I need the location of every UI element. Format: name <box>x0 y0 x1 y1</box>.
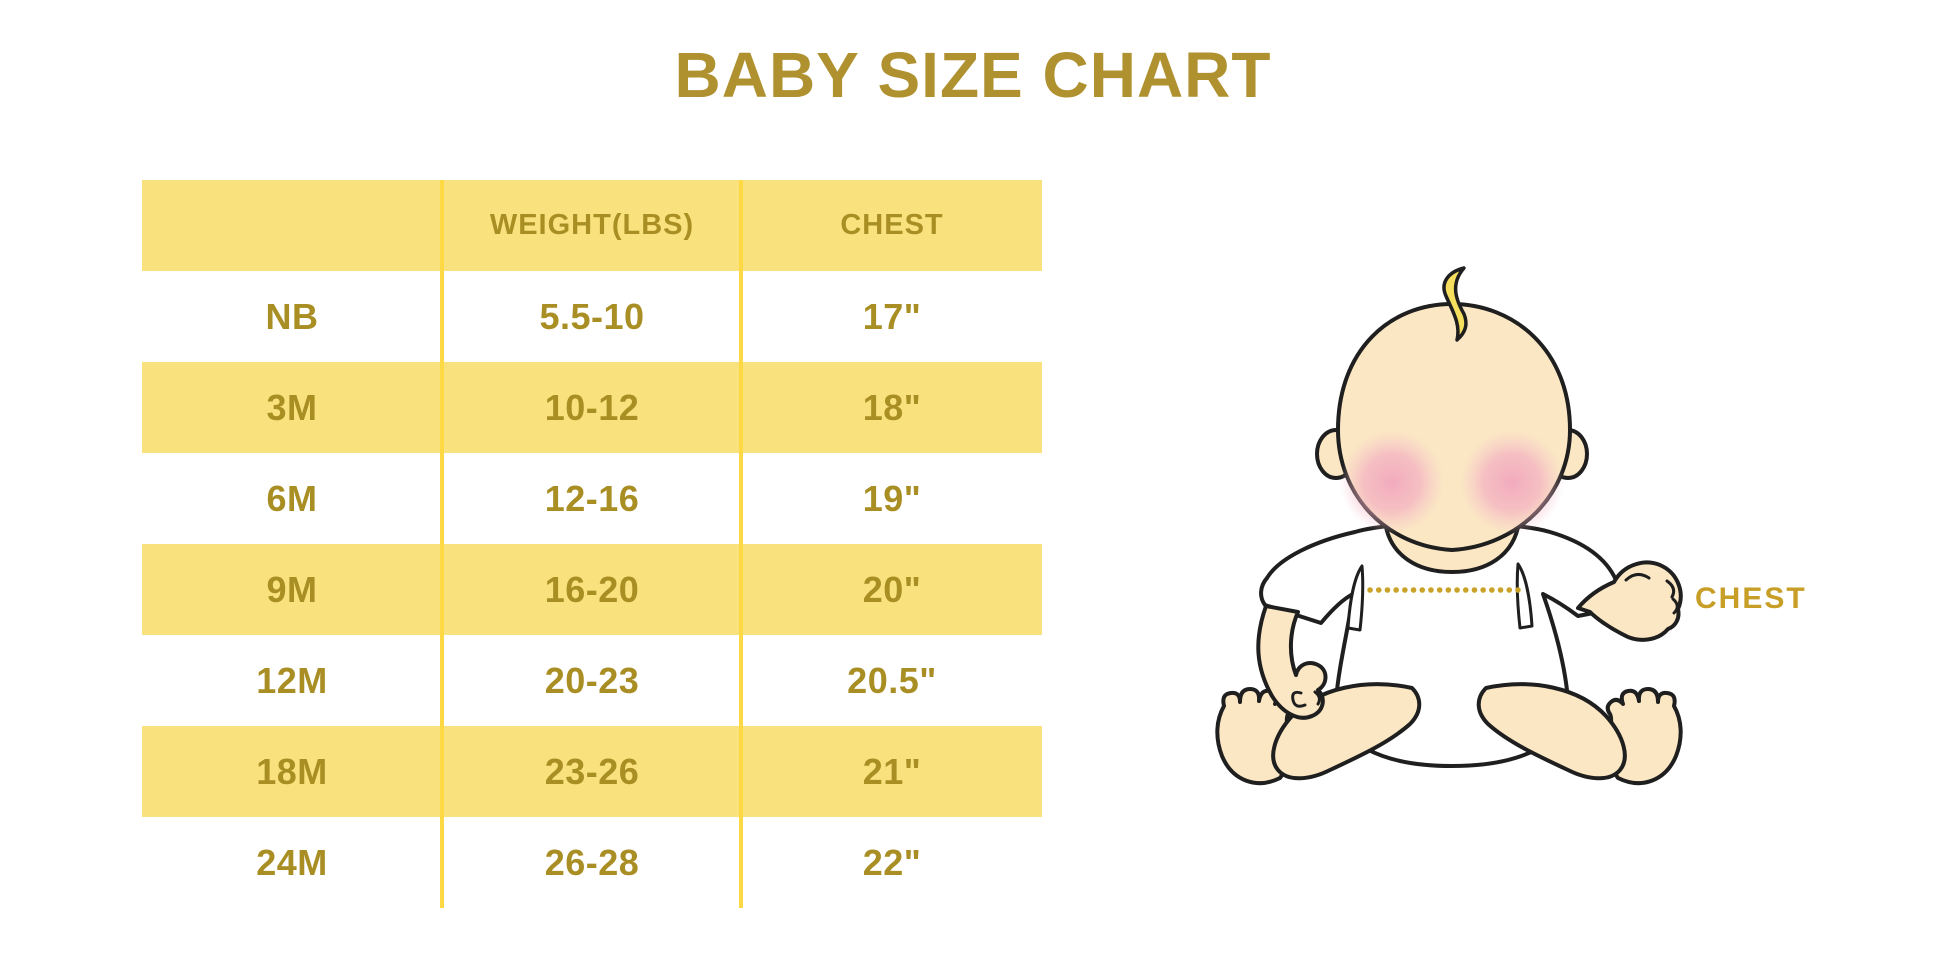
chest-cell: 17" <box>862 295 922 337</box>
left-hand-fingers <box>1291 690 1321 708</box>
size-cell: NB <box>265 295 319 337</box>
header-chest: CHEST <box>840 209 944 241</box>
size-cell: 24M <box>256 841 328 883</box>
weight-cell: 5.5-10 <box>539 295 645 337</box>
right-cheek <box>1460 430 1564 534</box>
weight-cell: 16-20 <box>544 568 640 610</box>
chest-cell: 22" <box>862 841 922 883</box>
column-divider <box>440 180 444 908</box>
weight-cell: 23-26 <box>544 750 640 792</box>
chest-cell: 18" <box>862 386 922 428</box>
table-row: 24M 26-28 22" <box>142 817 1042 908</box>
size-cell: 12M <box>256 659 328 701</box>
table-row: NB 5.5-10 17" <box>142 271 1042 362</box>
chest-cell: 20.5" <box>847 659 937 701</box>
left-cheek <box>1340 430 1444 534</box>
baby-right-leg <box>1476 682 1627 781</box>
column-divider <box>739 180 743 908</box>
weight-cell: 12-16 <box>544 477 640 519</box>
page-title: BABY SIZE CHART <box>674 39 1272 111</box>
header-size <box>142 180 442 271</box>
size-cell: 18M <box>256 750 328 792</box>
table-row: 12M 20-23 20.5" <box>142 635 1042 726</box>
size-table: WEIGHT(LBS) CHEST NB 5.5-10 17" 3M 10-12… <box>142 180 1042 908</box>
table-row: 6M 12-16 19" <box>142 453 1042 544</box>
hair-curl <box>1442 266 1468 342</box>
table-row: 3M 10-12 18" <box>142 362 1042 453</box>
left-armpit-crease <box>1346 564 1365 632</box>
weight-cell: 10-12 <box>544 386 640 428</box>
table-row: 18M 23-26 21" <box>142 726 1042 817</box>
table-header-row: WEIGHT(LBS) CHEST <box>142 180 1042 271</box>
weight-cell: 20-23 <box>544 659 640 701</box>
table-row: 9M 16-20 20" <box>142 544 1042 635</box>
weight-cell: 26-28 <box>544 841 640 883</box>
baby-drawing <box>1215 266 1683 785</box>
chest-cell: 19" <box>862 477 922 519</box>
fist-knuckles <box>1624 573 1679 615</box>
size-cell: 3M <box>266 386 318 428</box>
size-cell: 6M <box>266 477 318 519</box>
chest-cell: 20" <box>862 568 922 610</box>
baby-left-arm <box>1256 604 1328 720</box>
chest-cell: 21" <box>862 750 922 792</box>
chest-measurement-label: CHEST <box>1695 582 1807 615</box>
header-weight: WEIGHT(LBS) <box>489 209 695 241</box>
baby-illustration: CHEST <box>1180 252 1946 852</box>
size-cell: 9M <box>266 568 318 610</box>
right-armpit-crease <box>1515 562 1534 630</box>
